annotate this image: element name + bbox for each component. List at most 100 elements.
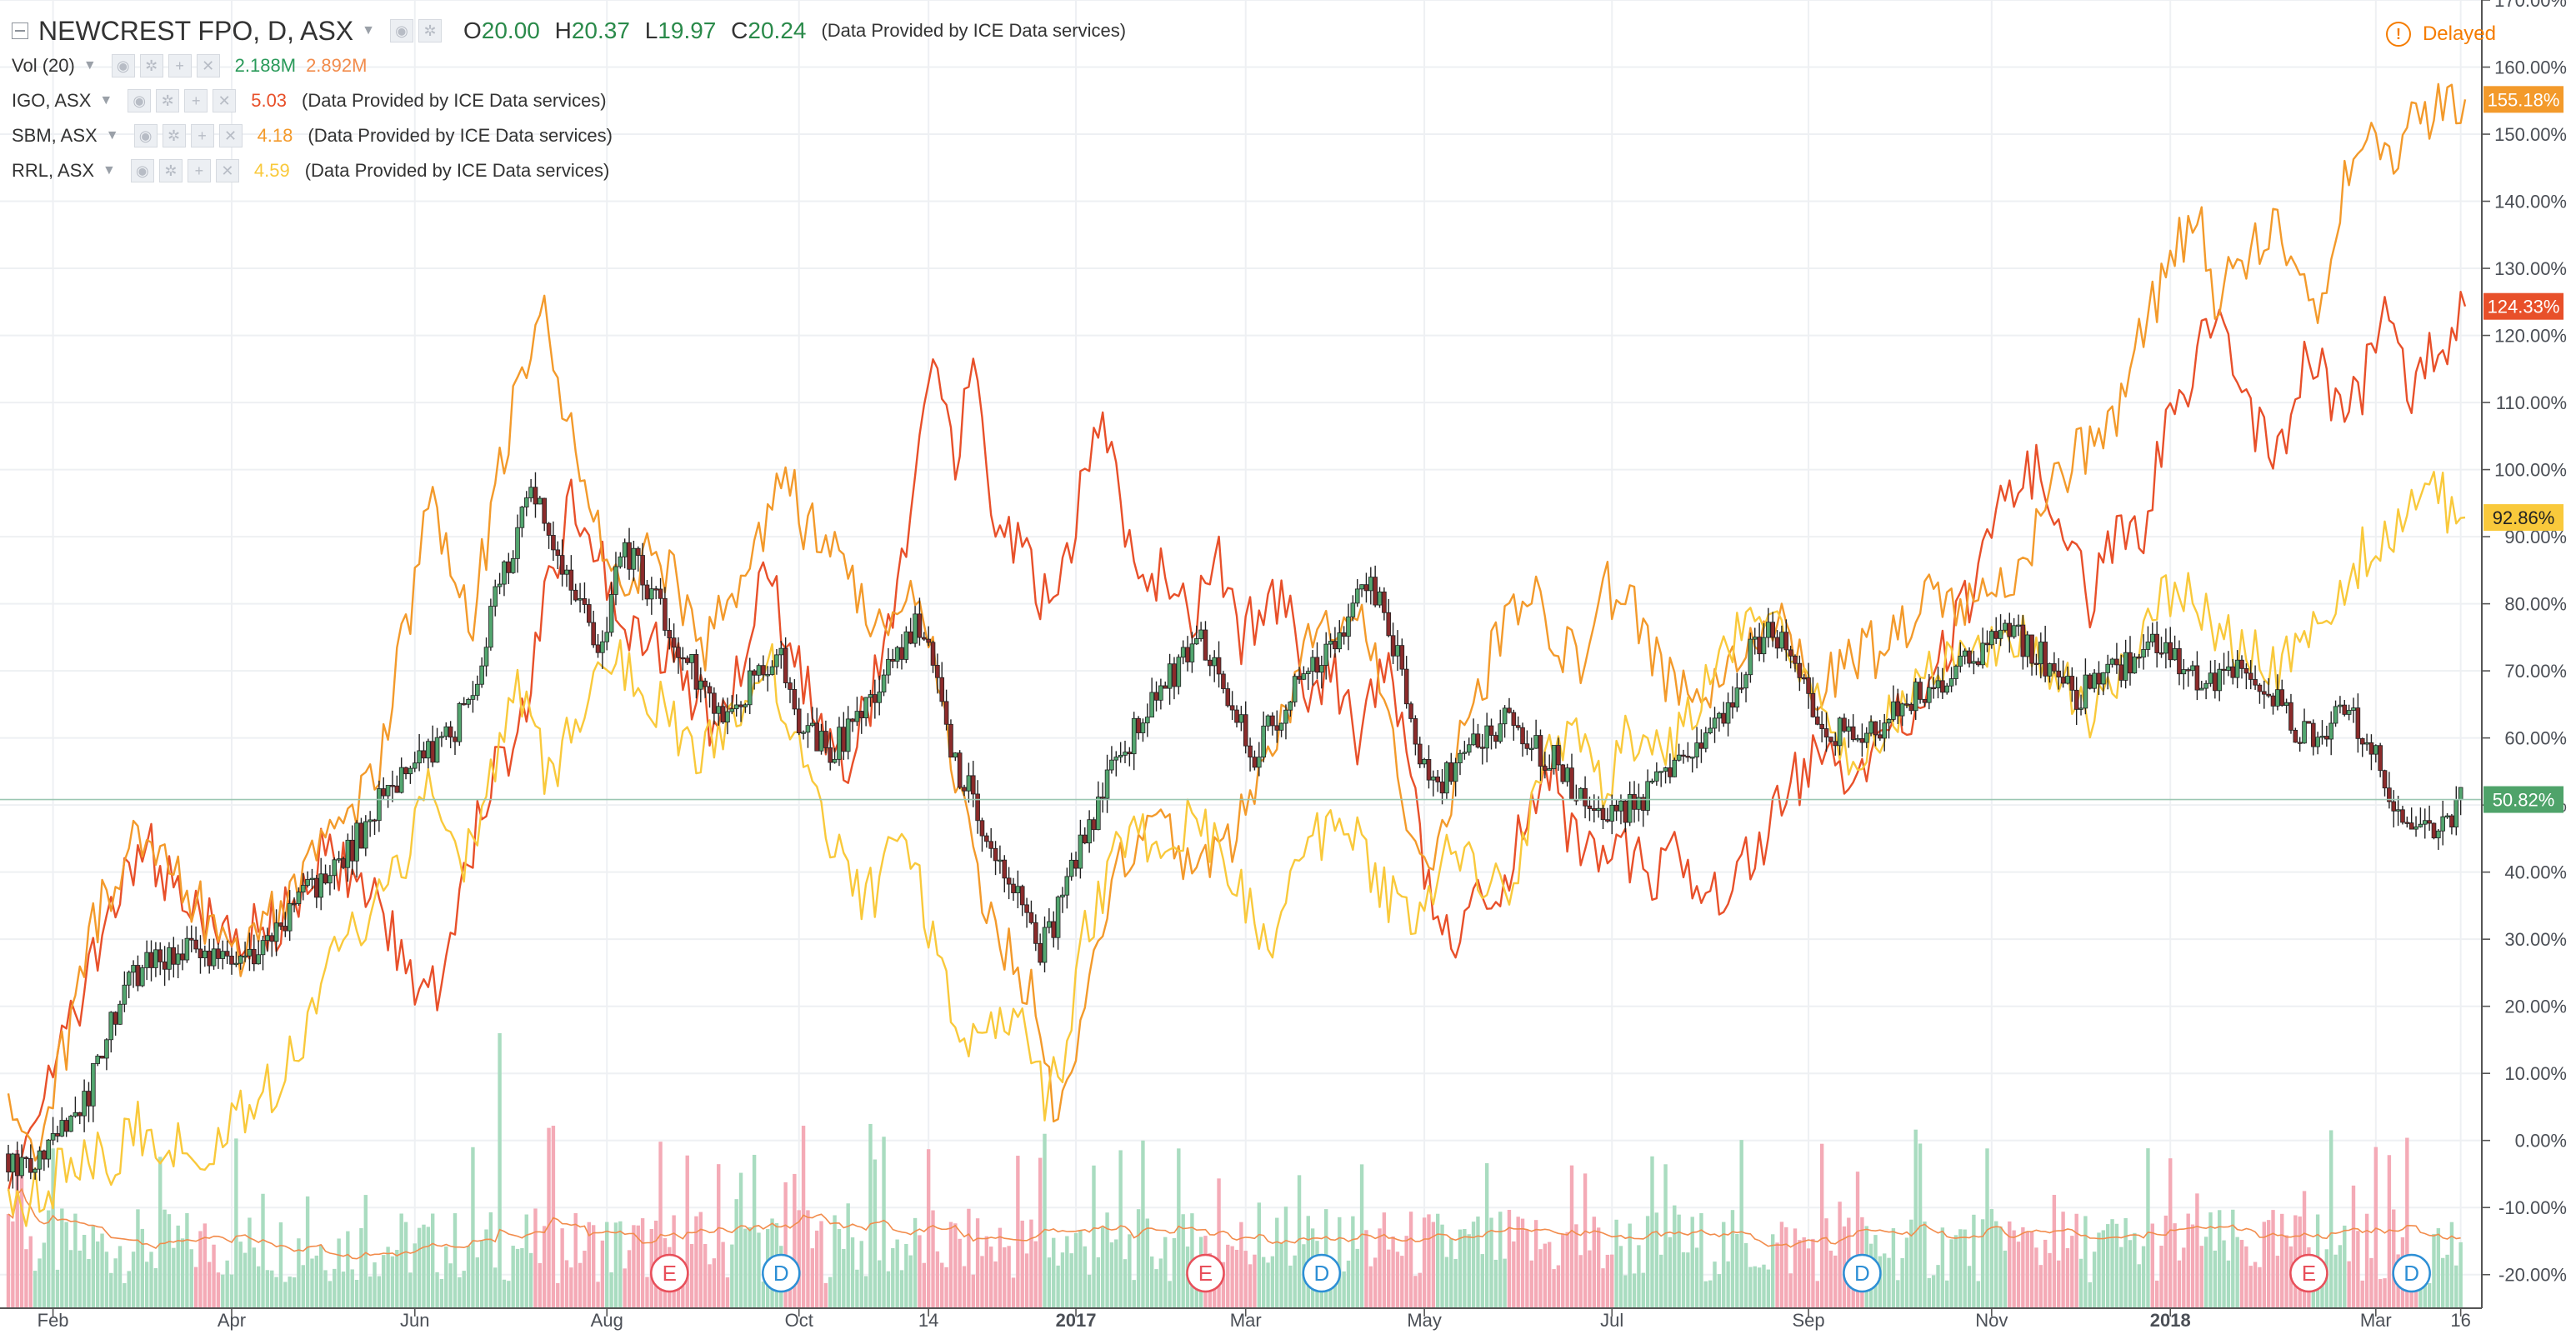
volume-bar [2253, 1262, 2258, 1308]
candle [390, 770, 395, 802]
volume-bar [1548, 1242, 1552, 1308]
volume-bar [2258, 1267, 2262, 1308]
candle-body [23, 1157, 29, 1159]
symbol-title[interactable]: NEWCREST FPO, D, ASX [38, 15, 354, 46]
candle-body [1386, 612, 1392, 637]
gear-icon[interactable]: ✲ [158, 159, 183, 182]
candle-body [1819, 723, 1824, 729]
compare-symbol-name[interactable]: IGO, ASX [12, 90, 92, 111]
eye-icon[interactable]: ◉ [111, 54, 135, 77]
volume-label[interactable]: Vol (20) [12, 55, 75, 76]
gear-icon[interactable]: ✲ [139, 54, 163, 77]
candle-body [1149, 692, 1154, 718]
candle [1850, 714, 1856, 742]
volume-bar [2235, 1237, 2239, 1308]
candle-body [2297, 742, 2303, 744]
tag-label: 92.86% [2493, 507, 2555, 528]
candle-body [2105, 663, 2111, 673]
candle [1734, 672, 1740, 712]
dividend-marker-icon[interactable]: D [762, 1253, 801, 1293]
close-icon[interactable]: ✕ [218, 124, 243, 147]
candle [171, 937, 177, 978]
volume-bar [1963, 1229, 1967, 1308]
candle-body [568, 569, 574, 591]
candle-body [1738, 687, 1744, 690]
gear-icon[interactable]: ✲ [418, 19, 442, 42]
gear-icon[interactable]: ✲ [156, 89, 180, 112]
candle-body [635, 547, 641, 556]
candle-body [1560, 764, 1566, 782]
eye-icon[interactable]: ◉ [389, 19, 413, 42]
candle [1703, 727, 1708, 752]
candle-body [2208, 672, 2213, 684]
candle-body [1904, 703, 1909, 706]
volume-bar [1065, 1236, 1069, 1308]
candle-body [2230, 666, 2236, 678]
candle [886, 647, 891, 684]
collapse-icon[interactable] [12, 22, 28, 39]
candle [1806, 662, 1811, 709]
earnings-marker-icon[interactable]: E [1186, 1253, 1225, 1293]
caret-down-icon[interactable]: ▼ [105, 128, 119, 142]
eye-icon[interactable]: ◉ [130, 159, 154, 182]
candle-body [2368, 742, 2374, 755]
close-icon[interactable]: ✕ [215, 159, 239, 182]
candle-body [1078, 834, 1083, 869]
compare-symbol-name[interactable]: SBM, ASX [12, 125, 98, 146]
caret-down-icon[interactable]: ▼ [99, 93, 113, 107]
candle-body [1167, 663, 1173, 689]
candle [1104, 754, 1110, 813]
candle-body [238, 956, 243, 964]
candle [144, 940, 149, 981]
eye-icon[interactable]: ◉ [133, 124, 158, 147]
candle-body [1493, 735, 1498, 742]
plus-icon[interactable]: + [184, 89, 208, 112]
compare-symbol-name[interactable]: RRL, ASX [12, 160, 95, 181]
volume-bar [323, 1270, 328, 1308]
candle-body [1225, 688, 1231, 707]
volume-bar [118, 1246, 123, 1308]
candle-body [1855, 738, 1860, 741]
plus-icon[interactable]: + [190, 124, 214, 147]
plus-icon[interactable]: + [187, 159, 211, 182]
volume-bar [1123, 1259, 1128, 1308]
candle-body [2132, 656, 2138, 674]
candle [1913, 678, 1918, 720]
dividend-marker-icon[interactable]: D [2392, 1253, 2431, 1293]
candle-body [640, 555, 645, 586]
volume-bar [2218, 1210, 2222, 1308]
eye-icon[interactable]: ◉ [128, 89, 152, 112]
candle [2043, 626, 2048, 682]
candle [1484, 712, 1489, 762]
dividend-marker-icon[interactable]: D [1302, 1253, 1342, 1293]
volume-bar [2409, 1279, 2413, 1308]
candle-body [546, 522, 552, 536]
dividend-marker-icon[interactable]: D [1843, 1253, 1882, 1293]
candle [510, 550, 516, 574]
caret-down-icon[interactable]: ▼ [362, 23, 375, 37]
volume-bar [19, 1171, 24, 1308]
candle-body [139, 967, 145, 987]
candle-body [1028, 912, 1034, 923]
candle [671, 623, 677, 663]
candle [269, 932, 275, 957]
earnings-marker-icon[interactable]: E [650, 1253, 689, 1293]
volume-bar [408, 1272, 413, 1308]
plus-icon[interactable]: + [168, 54, 192, 77]
volume-bar [1556, 1265, 1561, 1308]
candle-body [1948, 678, 1954, 687]
close-icon[interactable]: ✕ [196, 54, 220, 77]
candle-body [434, 737, 440, 763]
gear-icon[interactable]: ✲ [162, 124, 186, 147]
volume-bar [15, 1150, 19, 1308]
caret-down-icon[interactable]: ▼ [83, 58, 97, 72]
earnings-marker-icon[interactable]: E [2289, 1253, 2328, 1293]
candle-body [2060, 677, 2066, 684]
close-icon[interactable]: ✕ [213, 89, 237, 112]
caret-down-icon[interactable]: ▼ [103, 163, 116, 177]
candle [1333, 627, 1338, 658]
delayed-badge[interactable]: ! Delayed [2385, 22, 2496, 47]
candle [778, 641, 784, 669]
volume-bar [717, 1164, 721, 1308]
